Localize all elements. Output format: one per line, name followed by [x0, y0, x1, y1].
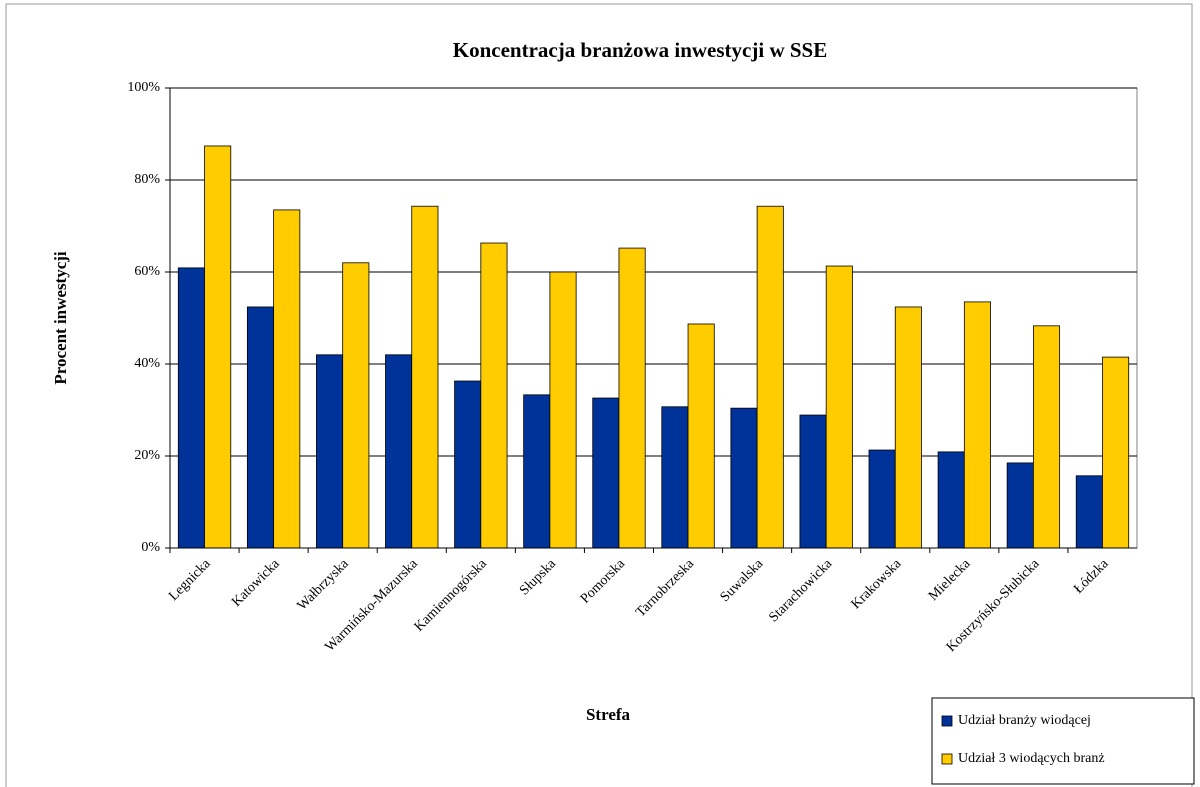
bar [273, 209, 301, 549]
bar [204, 145, 232, 549]
legend-label: Udział branży wiodącej [958, 713, 1091, 728]
y-tick-label: 0% [141, 540, 160, 555]
bar [1032, 325, 1061, 549]
y-tick-label: 40% [134, 356, 160, 371]
plot-area [169, 87, 1138, 549]
bar [592, 397, 620, 549]
legend-swatch [941, 715, 953, 727]
x-axis-title: Strefa [586, 705, 631, 724]
y-axis-title: Procent inwestycji [51, 251, 70, 385]
bar [756, 205, 784, 549]
bar [454, 380, 482, 549]
bar [868, 449, 896, 549]
bar [1006, 462, 1034, 549]
bar [730, 407, 758, 549]
bar [799, 414, 827, 549]
bar [411, 205, 439, 549]
y-tick-label: 100% [127, 80, 160, 95]
bar [549, 271, 577, 549]
bar [523, 394, 551, 549]
bar [177, 267, 205, 549]
bar [246, 306, 275, 549]
y-tick-label: 20% [134, 448, 160, 463]
bar [894, 306, 922, 549]
bar [687, 323, 715, 549]
legend-box [931, 697, 1195, 785]
legend-label: Udział 3 wiodących branż [958, 751, 1105, 766]
bar [618, 247, 646, 549]
y-tick-label: 80% [134, 172, 160, 187]
bar [1075, 475, 1103, 549]
bar [385, 354, 413, 549]
bar [480, 242, 508, 549]
bar [316, 354, 344, 549]
bar [963, 301, 991, 549]
bar [661, 406, 689, 549]
bar [342, 262, 370, 549]
chart-title: Koncentracja branżowa inwestycji w SSE [453, 38, 827, 62]
bar [1102, 356, 1130, 549]
bar [937, 451, 965, 549]
bar [825, 265, 853, 549]
y-tick-label: 60% [134, 264, 160, 279]
legend-swatch [941, 753, 953, 765]
